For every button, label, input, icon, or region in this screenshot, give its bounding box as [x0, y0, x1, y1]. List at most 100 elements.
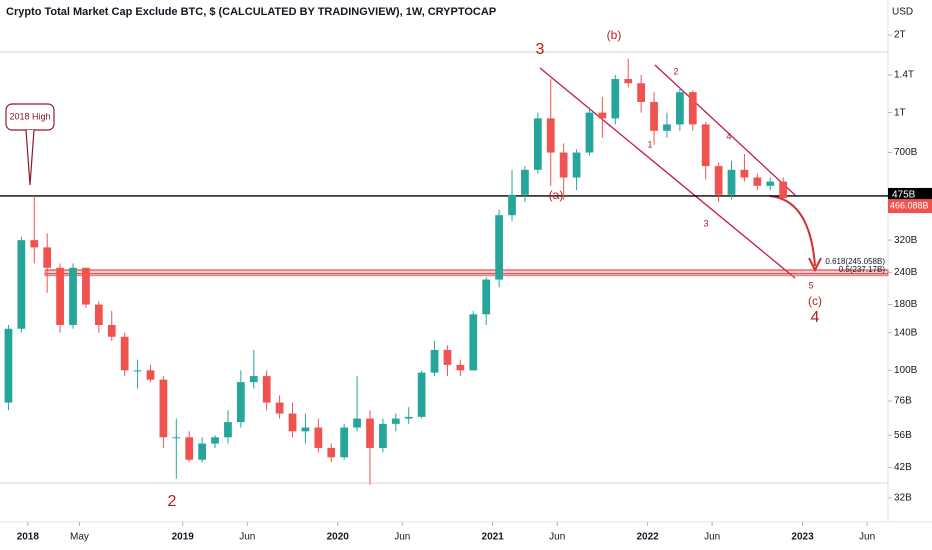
candle-body [43, 247, 52, 268]
annotation: 2018 High [9, 111, 50, 121]
candle-body [417, 372, 426, 417]
trend-line [654, 64, 796, 196]
candle-body [753, 177, 762, 186]
candle-body [107, 324, 116, 337]
candle-body [379, 423, 387, 448]
x-tick-label: 2022 [636, 532, 659, 543]
x-tick-label: Jun [394, 532, 410, 543]
candle-body [159, 379, 168, 438]
candle-body [327, 447, 336, 458]
candle-body [637, 83, 646, 102]
annotation: 2 [673, 66, 678, 76]
y-tick-label: 32B [894, 493, 912, 504]
y-tick-label: 320B [894, 235, 918, 246]
candle-body [495, 215, 503, 280]
candle-body [30, 240, 39, 248]
candle-body [650, 101, 658, 131]
y-tick-label: 700B [894, 147, 918, 158]
annotation: (a) [549, 188, 564, 202]
annotation: 2 [168, 493, 177, 510]
candle-body [172, 437, 181, 439]
callout-pointer [25, 129, 35, 186]
candle-body [211, 437, 219, 444]
candle-body [521, 169, 529, 195]
annotation: (c) [808, 294, 822, 308]
candle-body [469, 314, 478, 371]
candle-body [688, 92, 697, 125]
candle-body [611, 79, 620, 119]
x-tick-label: Jun [859, 532, 875, 543]
candle-body [133, 370, 142, 372]
last-price-box [888, 199, 932, 214]
candle-body [185, 437, 194, 460]
candle-body [714, 166, 723, 195]
projection-arrow [769, 195, 816, 267]
price-label-box [888, 187, 932, 202]
last-price-label: 466.088B [890, 200, 929, 210]
candle-body [559, 152, 568, 178]
x-tick-label: Jun [549, 532, 565, 543]
y-tick-label: 140B [894, 327, 918, 338]
candle-body [675, 92, 684, 125]
fib-label: 0.5(237.17B) [839, 265, 886, 274]
candle-body [120, 336, 129, 371]
drawings [5, 64, 822, 279]
candle-body [533, 118, 542, 170]
x-tick-label: 2023 [791, 532, 814, 543]
candle-body [482, 279, 491, 315]
currency-label: USD [892, 7, 913, 18]
candle-body [262, 376, 271, 403]
candle-body [701, 124, 710, 167]
candle-body [391, 418, 400, 424]
candle-body [404, 416, 413, 419]
candle-body [288, 413, 297, 432]
fib-band [44, 269, 889, 277]
x-tick-label: 2019 [172, 532, 195, 543]
y-tick-label: 180B [894, 299, 918, 310]
candle-body [727, 169, 736, 195]
candle-body [249, 376, 258, 383]
candle-body [340, 427, 349, 458]
candle-body [236, 382, 245, 423]
y-tick-label: 56B [894, 430, 912, 441]
candle-body [740, 169, 749, 178]
chart-title: Crypto Total Market Cap Exclude BTC, $ (… [6, 6, 496, 18]
candle-body [275, 402, 284, 414]
candle-body [508, 194, 516, 216]
x-tick-label: Jun [704, 532, 720, 543]
annotation: (b) [607, 28, 622, 42]
y-tick-label: 240B [894, 267, 918, 278]
candle-body [17, 240, 26, 329]
annotation: 4 [726, 131, 731, 141]
candle-body [598, 112, 607, 119]
annotation: 1 [647, 139, 652, 149]
candle-body [4, 328, 13, 403]
annotation: 5 [808, 280, 813, 290]
candle-body [94, 304, 103, 325]
annotation: 3 [703, 218, 708, 228]
price-label: 475B [892, 190, 916, 201]
candle-body [443, 349, 452, 365]
y-tick-label: 1.4T [894, 70, 914, 81]
candle-body [69, 267, 77, 325]
candle-body [82, 267, 90, 305]
candle-body [146, 370, 155, 380]
y-tick-label: 42B [894, 462, 912, 473]
x-tick-label: 2021 [482, 532, 505, 543]
x-tick-label: Jun [239, 532, 255, 543]
candle-body [198, 443, 207, 460]
candle-body [546, 118, 555, 153]
candle-body [585, 112, 594, 153]
candle-body [314, 427, 323, 448]
trend-line [539, 67, 796, 279]
y-tick-label: 2T [894, 30, 906, 41]
x-tick-label: 2020 [327, 532, 350, 543]
y-tick-label: 1T [894, 107, 906, 118]
annotation: 4 [811, 309, 820, 326]
x-tick-label: 2018 [17, 532, 40, 543]
candle-body [301, 427, 310, 432]
candle-body [572, 152, 581, 178]
annotation: 3 [536, 41, 545, 58]
